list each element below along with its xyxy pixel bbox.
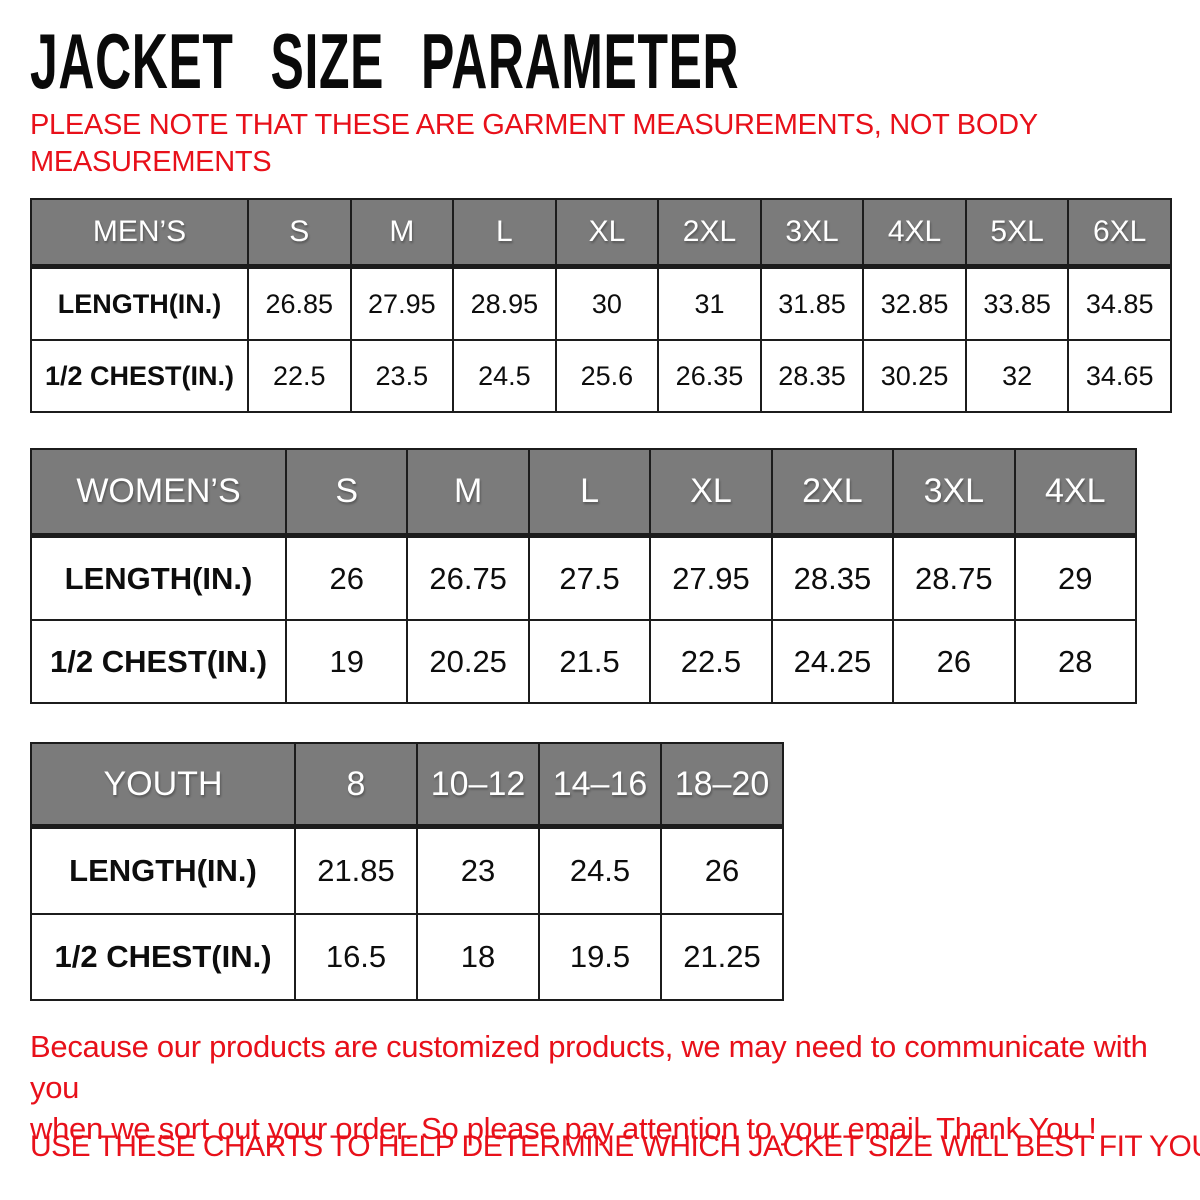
measurement-cell: 24.5: [538, 825, 662, 915]
size-header-cell: 8: [294, 742, 418, 829]
garment-note-line1: PLEASE NOTE THAT THESE ARE GARMENT MEASU…: [30, 109, 1038, 141]
measurement-cell: 26.75: [406, 534, 530, 621]
measurement-cell: 34.85: [1067, 265, 1172, 341]
measurement-cell: 19.5: [538, 913, 662, 1001]
measurement-cell: 30.25: [862, 339, 967, 413]
measurement-cell: 21.5: [527, 619, 652, 704]
size-header-cell: XL: [554, 198, 660, 269]
measurement-row: LENGTH(IN.) 21.85 23 24.5 26: [30, 825, 784, 915]
garment-note-line2: MEASUREMENTS: [30, 146, 272, 179]
measurement-cell: 31: [657, 265, 762, 341]
measurement-cell: 22.5: [247, 339, 352, 413]
size-header-cell: 4XL: [1013, 448, 1138, 538]
custom-order-notice-line2: when we sort out your order. So please p…: [30, 1111, 1097, 1147]
size-header-cell: XL: [649, 448, 773, 538]
table-header-row: MEN’S S M L XL 2XL 3XL 4XL 5XL 6XL: [30, 198, 1172, 269]
measurement-cell: 27.5: [527, 534, 652, 621]
size-header-cell: 3XL: [759, 198, 865, 269]
measurement-cell: 25.6: [554, 339, 660, 413]
size-header-cell: S: [284, 448, 409, 538]
row-label-cell: LENGTH(IN.): [30, 825, 296, 915]
size-header-cell: L: [527, 448, 652, 538]
measurement-cell: 27.95: [649, 534, 773, 621]
measurement-cell: 28.35: [759, 339, 865, 413]
custom-order-notice-line1: Because our products are customized prod…: [30, 1029, 1148, 1106]
measurement-cell: 28.95: [452, 265, 557, 341]
garment-measurements-note: PLEASE NOTE THAT THESE ARE GARMENT MEASU…: [30, 107, 1038, 181]
mens-size-table: MEN’S S M L XL 2XL 3XL 4XL 5XL 6XL LENGTH(IN.) 26.8…: [30, 198, 1172, 413]
youth-size-table: YOUTH 8 10–12 14–16 18–20 LENGTH(IN.) 21.85 23 2…: [30, 742, 784, 1001]
measurement-cell: 26.35: [657, 339, 762, 413]
measurement-cell: 16.5: [294, 913, 418, 1001]
measurement-cell: 30: [554, 265, 660, 341]
measurement-cell: 24.25: [770, 619, 895, 704]
measurement-cell: 26: [660, 825, 784, 915]
measurement-cell: 28: [1013, 619, 1138, 704]
measurement-cell: 23.5: [349, 339, 455, 413]
size-header-cell: 6XL: [1067, 198, 1172, 269]
measurement-cell: 23: [416, 825, 540, 915]
table-header-row: YOUTH 8 10–12 14–16 18–20: [30, 742, 784, 829]
measurement-cell: 27.95: [349, 265, 455, 341]
row-label-cell: 1/2 CHEST(IN.): [30, 913, 296, 1001]
measurement-cell: 19: [284, 619, 409, 704]
size-header-cell: M: [406, 448, 530, 538]
measurement-cell: 28.35: [770, 534, 895, 621]
measurement-cell: 26: [284, 534, 409, 621]
measurement-row: 1/2 CHEST(IN.) 22.5 23.5 24.5 25.6 26.35 28.35…: [30, 339, 1172, 413]
row-label-cell: LENGTH(IN.): [30, 534, 287, 621]
measurement-cell: 21.85: [294, 825, 418, 915]
size-header-cell: 2XL: [657, 198, 762, 269]
fit-advice-text: USE THESE CHARTS TO HELP DETERMINE WHICH…: [30, 1130, 1200, 1163]
table-title-cell: MEN’S: [30, 198, 249, 269]
size-header-cell: 10–12: [416, 742, 540, 829]
measurement-cell: 28.75: [892, 534, 1016, 621]
measurement-cell: 33.85: [964, 265, 1070, 341]
size-header-cell: 18–20: [660, 742, 784, 829]
measurement-row: LENGTH(IN.) 26 26.75 27.5 27.95 28.35 28.75 29: [30, 534, 1138, 621]
size-header-cell: S: [247, 198, 352, 269]
measurement-row: 1/2 CHEST(IN.) 19 20.25 21.5 22.5 24.25 26 28: [30, 619, 1138, 704]
measurement-cell: 20.25: [406, 619, 530, 704]
measurement-cell: 32: [964, 339, 1070, 413]
size-header-cell: 14–16: [538, 742, 662, 829]
size-header-cell: 4XL: [862, 198, 967, 269]
row-label-cell: 1/2 CHEST(IN.): [30, 619, 287, 704]
table-header-row: WOMEN’S S M L XL 2XL 3XL 4XL: [30, 448, 1138, 538]
measurement-row: 1/2 CHEST(IN.) 16.5 18 19.5 21.25: [30, 913, 784, 1001]
measurement-cell: 26.85: [247, 265, 352, 341]
measurement-cell: 32.85: [862, 265, 967, 341]
table-title-cell: WOMEN’S: [30, 448, 287, 538]
measurement-cell: 22.5: [649, 619, 773, 704]
size-header-cell: 5XL: [964, 198, 1070, 269]
row-label-cell: 1/2 CHEST(IN.): [30, 339, 249, 413]
measurement-cell: 26: [892, 619, 1016, 704]
row-label-cell: LENGTH(IN.): [30, 265, 249, 341]
measurement-cell: 34.65: [1067, 339, 1172, 413]
custom-order-notice: Because our products are customized prod…: [30, 1026, 1180, 1150]
size-header-cell: 2XL: [770, 448, 895, 538]
measurement-cell: 24.5: [452, 339, 557, 413]
measurement-cell: 18: [416, 913, 540, 1001]
measurement-cell: 31.85: [759, 265, 865, 341]
size-header-cell: 3XL: [892, 448, 1016, 538]
measurement-cell: 29: [1013, 534, 1138, 621]
size-header-cell: L: [452, 198, 557, 269]
table-title-cell: YOUTH: [30, 742, 296, 829]
size-header-cell: M: [349, 198, 455, 269]
womens-size-table: WOMEN’S S M L XL 2XL 3XL 4XL LENGTH(IN.) 26 26.75 2…: [30, 448, 1138, 704]
measurement-row: LENGTH(IN.) 26.85 27.95 28.95 30 31 31.85 32.85…: [30, 265, 1172, 341]
page-title: JACKET SIZE PARAMETER: [30, 17, 740, 105]
measurement-cell: 21.25: [660, 913, 784, 1001]
